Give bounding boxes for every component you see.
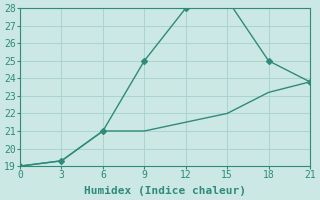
X-axis label: Humidex (Indice chaleur): Humidex (Indice chaleur) [84, 186, 246, 196]
